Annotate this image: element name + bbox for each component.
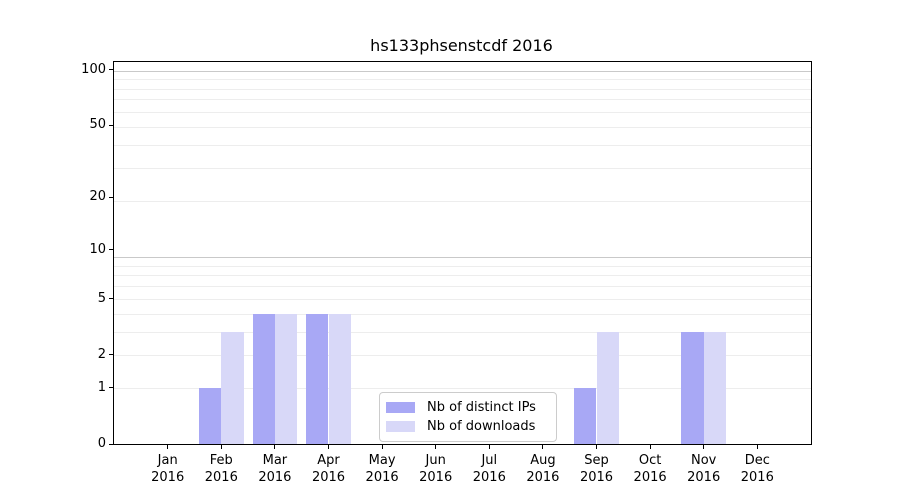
gridline-minor — [114, 126, 811, 128]
x-tick-label: Apr 2016 — [311, 453, 346, 485]
x-tick-label: Jan 2016 — [151, 453, 185, 485]
legend-swatch-downloads — [386, 421, 415, 432]
x-tick-label: Nov 2016 — [687, 453, 721, 485]
x-tick-mark — [649, 444, 651, 449]
bar-nb-of-downloads-sep — [596, 331, 619, 444]
plot-area: 0 1 2 5 10 20 50 100 Jan 2016 Feb 2016 Mar 2016 Apr… — [81, 61, 812, 485]
y-tick-mark — [109, 354, 114, 356]
bar-nb-of-downloads-mar — [274, 313, 298, 444]
bar-nb-of-downloads-nov — [703, 331, 726, 444]
y-tick-mark — [109, 443, 114, 445]
x-tick-label: Aug 2016 — [526, 453, 560, 485]
gridline-major — [114, 257, 811, 259]
x-tick-mark — [596, 444, 597, 449]
x-tick-label: Feb 2016 — [204, 453, 238, 485]
legend-label-distinct-ips: Nb of distinct IPs — [427, 400, 536, 415]
x-tick-label: Oct 2016 — [633, 453, 667, 485]
x-tick-mark — [167, 444, 169, 449]
gridline-minor — [114, 79, 811, 80]
x-tick-label: Jun 2016 — [419, 453, 453, 485]
legend-item-downloads: Nb of downloads — [386, 417, 550, 436]
legend-swatch-distinct-ips — [386, 402, 415, 413]
y-tick-label: 10 — [89, 241, 106, 257]
gridline-minor — [114, 313, 811, 315]
x-tick-label: Jul 2016 — [472, 453, 506, 485]
gridline-minor — [114, 387, 811, 389]
legend-item-distinct-ips: Nb of distinct IPs — [386, 398, 550, 417]
gridline-minor — [114, 286, 811, 288]
x-tick-label: Sep 2016 — [579, 453, 614, 485]
gridline-minor — [114, 111, 811, 113]
y-tick-label: 1 — [97, 379, 106, 395]
y-tick-label: 2 — [97, 346, 106, 362]
gridline-minor — [114, 168, 811, 170]
legend: Nb of distinct IPs Nb of downloads — [379, 392, 557, 442]
y-tick-label: 50 — [89, 117, 106, 133]
chart-title: hs133phsenstcdf 2016 — [370, 36, 553, 55]
legend-label-downloads: Nb of downloads — [427, 419, 536, 434]
x-tick-label: Mar 2016 — [258, 453, 292, 485]
x-tick-label: Dec 2016 — [740, 453, 774, 485]
bar-nb-of-distinct-ips-apr — [306, 313, 329, 444]
x-tick-label: May 2016 — [365, 453, 399, 485]
gridline-major — [114, 70, 811, 72]
y-tick-mark — [109, 249, 114, 250]
bar-nb-of-downloads-apr — [328, 313, 351, 444]
gridline-minor — [114, 298, 811, 300]
x-tick-mark — [703, 444, 705, 449]
gridline-minor — [114, 265, 811, 267]
y-tick-mark — [109, 124, 114, 126]
gridline-minor — [114, 331, 811, 333]
y-tick-label: 100 — [81, 61, 106, 77]
y-tick-mark — [109, 69, 114, 71]
gridline-minor — [114, 144, 811, 146]
gridline-minor — [114, 201, 811, 202]
bar-nb-of-downloads-feb — [221, 331, 244, 444]
bar-nb-of-distinct-ips-nov — [681, 331, 704, 444]
y-tick-label: 5 — [97, 290, 106, 306]
gridline-minor — [114, 354, 811, 356]
y-tick-mark — [109, 387, 114, 389]
y-tick-mark — [109, 298, 114, 300]
x-tick-mark — [435, 444, 437, 449]
y-tick-label: 20 — [89, 189, 106, 205]
gridline-minor — [114, 275, 811, 277]
x-tick-mark — [756, 444, 758, 449]
gridline-minor — [114, 88, 811, 90]
bar-nb-of-distinct-ips-feb — [199, 387, 222, 444]
x-tick-mark — [274, 444, 276, 449]
bar-nb-of-distinct-ips-mar — [252, 313, 275, 444]
gridline-minor — [114, 99, 811, 101]
bar-nb-of-distinct-ips-sep — [574, 387, 597, 444]
x-tick-mark — [542, 444, 544, 449]
x-tick-mark — [220, 444, 222, 449]
x-tick-mark — [488, 444, 490, 449]
x-tick-mark — [381, 444, 383, 449]
y-tick-label: 0 — [97, 436, 106, 451]
x-tick-mark — [328, 444, 329, 449]
y-tick-mark — [109, 196, 114, 198]
